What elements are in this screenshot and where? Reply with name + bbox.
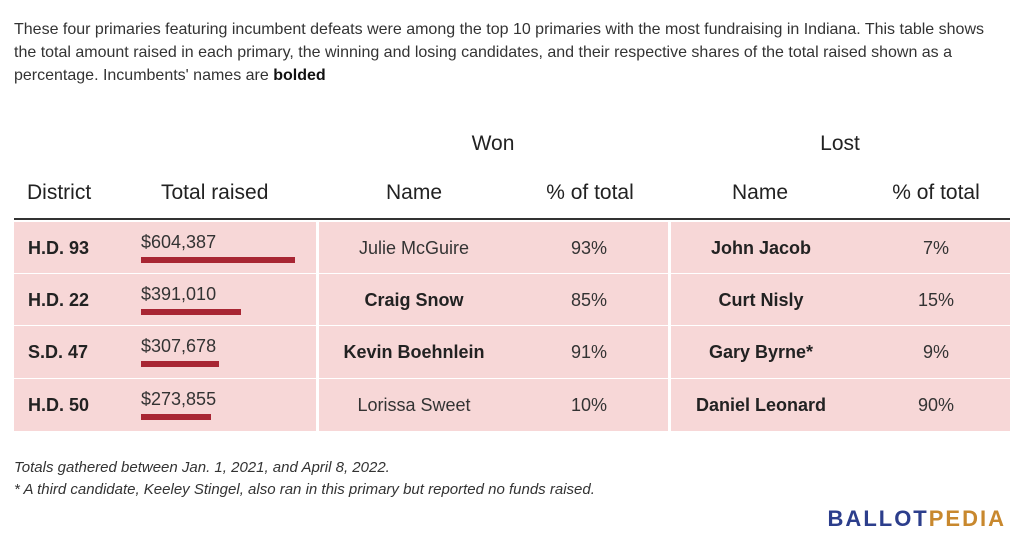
column-header-won-name: Name: [385, 181, 443, 204]
table-row: S.D. 47 $307,678 Kevin Boehnlein 91% Gary By…: [0, 326, 1024, 378]
loser-pct-cell: 15%: [917, 290, 955, 310]
district-cell: S.D. 47: [28, 342, 89, 362]
header-rule: [14, 218, 1010, 220]
column-header-district: District: [27, 181, 92, 204]
column-header-lost-name: Name: [731, 181, 789, 204]
loser-pct-cell: 9%: [922, 342, 949, 362]
column-header-lost-pct: % of total: [892, 181, 980, 204]
column-header-won-pct: % of total: [546, 181, 634, 204]
total-raised-bar: [141, 414, 211, 420]
total-raised-bar: [141, 361, 219, 367]
logo-part-ballot: BALLOT: [827, 506, 929, 531]
district-cell: H.D. 22: [28, 290, 90, 310]
winner-name-cell: Julie McGuire: [358, 238, 470, 258]
lost-group-header: Lost: [820, 132, 860, 155]
column-header-total-raised: Total raised: [161, 181, 269, 204]
district-cell: H.D. 93: [28, 238, 90, 258]
table-row: H.D. 93 $604,387 Julie McGuire 93% John Jaco…: [0, 222, 1024, 274]
total-raised-label: $307,678: [141, 336, 217, 356]
table-body: H.D. 93 $604,387 Julie McGuire 93% John Jaco…: [0, 222, 1024, 431]
winner-name-cell: Lorissa Sweet: [357, 395, 471, 415]
winner-pct-cell: 85%: [570, 290, 608, 310]
loser-name-cell: Daniel Leonard: [695, 395, 827, 415]
total-raised-label: $391,010: [141, 284, 217, 304]
intro-bold-word: bolded: [273, 67, 326, 84]
winner-name-cell: Craig Snow: [364, 290, 464, 310]
won-block: [319, 222, 668, 431]
winner-pct-cell: 91%: [570, 342, 608, 362]
intro-body: These four primaries featuring incumbent…: [14, 21, 984, 84]
loser-name-cell: Curt Nisly: [718, 290, 804, 310]
winner-name-cell: Kevin Boehnlein: [343, 342, 485, 362]
total-raised-label: $604,387: [141, 232, 217, 252]
loser-name-cell: Gary Byrne*: [708, 342, 814, 362]
footnote-third-candidate: * A third candidate, Keeley Stingel, als…: [14, 481, 595, 498]
winner-pct-cell: 93%: [570, 238, 608, 258]
loser-name-cell: John Jacob: [710, 238, 812, 258]
table-row: H.D. 22 $391,010 Craig Snow 85% Curt Nisly 15…: [0, 274, 1024, 326]
district-cell: H.D. 50: [28, 395, 90, 415]
total-raised-bar: [141, 257, 295, 263]
footnotes: Totals gathered between Jan. 1, 2021, an…: [14, 457, 595, 501]
district-raised-block: [14, 222, 316, 431]
loser-pct-cell: 7%: [922, 238, 949, 258]
intro-text: These four primaries featuring incumbent…: [14, 18, 1004, 87]
loser-pct-cell: 90%: [917, 395, 955, 415]
total-raised-bar: [141, 309, 241, 315]
total-raised-label: $273,855: [141, 389, 217, 409]
winner-pct-cell: 10%: [570, 395, 608, 415]
footnote-dates: Totals gathered between Jan. 1, 2021, an…: [14, 459, 390, 476]
logo-part-pedia: PEDIA: [928, 506, 1006, 531]
ballotpedia-logo: BALLOTPEDIA: [828, 506, 1006, 532]
won-group-header: Won: [471, 132, 515, 155]
lost-block: [671, 222, 1010, 431]
table-row: H.D. 50 $273,855 Lorissa Sweet 10% Daniel Le…: [0, 379, 1024, 431]
